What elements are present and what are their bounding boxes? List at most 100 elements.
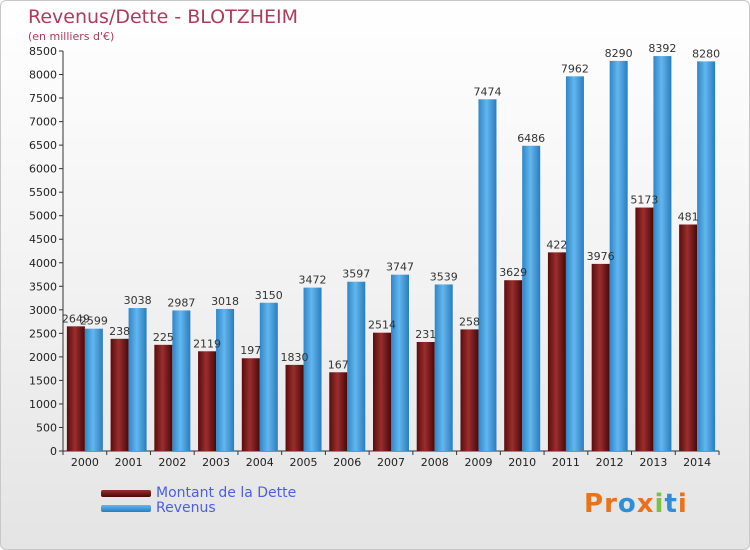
bar-revenue xyxy=(172,310,191,451)
bar-debt xyxy=(285,364,304,451)
bar-debt xyxy=(504,280,523,451)
x-tick-label: 2005 xyxy=(290,456,318,469)
value-label-debt: 2649 xyxy=(62,312,90,325)
value-label-debt: 258 xyxy=(459,315,480,328)
logo-letter: i xyxy=(654,489,665,519)
bar-debt xyxy=(66,326,85,451)
y-tick-label: 4000 xyxy=(29,257,57,270)
bar-revenue xyxy=(522,145,541,451)
bar-revenue xyxy=(84,328,103,451)
y-tick-label: 3000 xyxy=(29,304,57,317)
value-label-debt: 3976 xyxy=(587,250,615,263)
y-tick-label: 2500 xyxy=(29,327,57,340)
logo-letter: P xyxy=(584,489,605,519)
y-tick-label: 0 xyxy=(50,445,57,458)
value-label-revenue: 2599 xyxy=(80,315,108,328)
x-tick-label: 2001 xyxy=(115,456,143,469)
bar-revenue xyxy=(434,284,453,451)
logo-letter: r xyxy=(604,489,618,519)
value-label-revenue: 8392 xyxy=(648,42,676,55)
bar-revenue xyxy=(216,308,235,451)
bar-debt xyxy=(416,341,435,451)
x-tick-label: 2011 xyxy=(552,456,580,469)
y-tick-label: 1500 xyxy=(29,374,57,387)
x-tick-label: 2006 xyxy=(333,456,361,469)
x-tick-label: 2009 xyxy=(464,456,492,469)
bar-debt xyxy=(241,358,260,451)
chart-title: Revenus/Dette - BLOTZHEIM xyxy=(28,6,299,28)
legend-swatch-revenue xyxy=(101,505,151,512)
logo-letter: t xyxy=(664,489,678,519)
x-tick-label: 2010 xyxy=(508,456,536,469)
value-label-revenue: 3150 xyxy=(255,289,283,302)
y-tick-label: 8000 xyxy=(29,69,57,82)
bar-debt xyxy=(198,351,217,451)
bar-revenue xyxy=(609,60,628,451)
y-tick-label: 4500 xyxy=(29,233,57,246)
value-label-debt: 225 xyxy=(153,331,174,344)
x-tick-label: 2003 xyxy=(202,456,230,469)
bar-revenue xyxy=(347,281,366,451)
bar-revenue xyxy=(303,287,322,451)
x-tick-label: 2002 xyxy=(158,456,186,469)
x-tick-label: 2013 xyxy=(639,456,667,469)
value-label-debt: 238 xyxy=(109,325,130,338)
y-tick-label: 3500 xyxy=(29,280,57,293)
value-label-revenue: 6486 xyxy=(517,132,545,145)
value-label-debt: 197 xyxy=(240,344,261,357)
value-label-revenue: 8290 xyxy=(605,47,633,60)
bar-debt xyxy=(154,344,173,451)
bar-revenue xyxy=(478,99,497,452)
bar-debt xyxy=(679,224,698,451)
value-label-debt: 5173 xyxy=(630,194,658,207)
value-label-revenue: 3018 xyxy=(211,295,239,308)
bar-revenue xyxy=(653,56,672,452)
y-tick-label: 8500 xyxy=(29,45,57,58)
chart-subtitle: (en milliers d'€) xyxy=(28,30,115,43)
y-tick-label: 7500 xyxy=(29,92,57,105)
bar-revenue xyxy=(128,308,147,451)
proxiti-logo: Proxiti xyxy=(584,489,688,519)
value-label-debt: 231 xyxy=(415,328,436,341)
y-tick-label: 7000 xyxy=(29,116,57,129)
y-tick-label: 2000 xyxy=(29,351,57,364)
bar-revenue xyxy=(259,302,278,451)
value-label-revenue: 3038 xyxy=(124,294,152,307)
x-tick-label: 2000 xyxy=(71,456,99,469)
bar-revenue xyxy=(391,274,409,451)
y-tick-label: 500 xyxy=(36,421,57,434)
value-label-debt: 2119 xyxy=(193,337,221,350)
value-label-revenue: 7962 xyxy=(561,62,589,75)
value-label-revenue: 3597 xyxy=(342,268,370,281)
bar-revenue xyxy=(697,61,716,452)
y-tick-label: 5500 xyxy=(29,186,57,199)
value-label-revenue: 7474 xyxy=(473,85,501,98)
x-tick-label: 2008 xyxy=(421,456,449,469)
bar-debt xyxy=(547,252,566,451)
value-label-revenue: 3539 xyxy=(430,270,458,283)
value-label-revenue: 3747 xyxy=(386,261,414,274)
bar-debt xyxy=(373,332,391,451)
legend-swatch-debt xyxy=(101,490,151,497)
value-label-revenue: 3472 xyxy=(299,274,327,287)
logo-letter: i xyxy=(677,489,688,519)
value-label-debt: 422 xyxy=(546,238,567,251)
y-tick-label: 5000 xyxy=(29,210,57,223)
x-tick-label: 2007 xyxy=(377,456,405,469)
bar-debt xyxy=(110,338,129,451)
logo-letter: x xyxy=(636,489,655,519)
value-label-revenue: 8280 xyxy=(692,47,720,60)
legend-label-revenue: Revenus xyxy=(156,500,216,516)
value-label-debt: 2514 xyxy=(368,319,396,332)
legend-label-debt: Montant de la Dette xyxy=(156,485,297,501)
chart-bars xyxy=(66,56,716,452)
y-tick-label: 6500 xyxy=(29,139,57,152)
value-label-debt: 481 xyxy=(678,211,699,224)
logo-letter: o xyxy=(617,489,637,519)
x-tick-label: 2012 xyxy=(596,456,624,469)
value-label-debt: 167 xyxy=(328,358,349,371)
value-label-debt: 1830 xyxy=(281,351,309,364)
y-tick-label: 1000 xyxy=(29,398,57,411)
